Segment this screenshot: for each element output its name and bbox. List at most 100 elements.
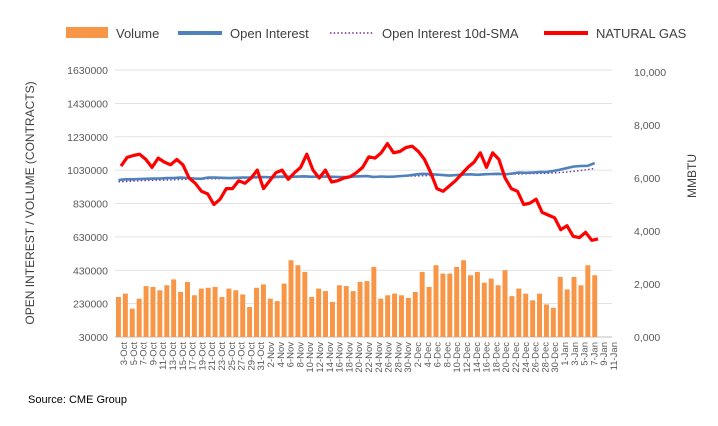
source-note: Source: CME Group — [28, 394, 128, 406]
volume-bar — [219, 296, 225, 337]
x-tick-label: 11-Jan — [609, 342, 620, 370]
x-tick-label: 9-Oct — [148, 342, 159, 366]
volume-bar — [205, 287, 211, 337]
volume-bar — [316, 288, 322, 337]
volume-bar — [274, 301, 280, 337]
volume-bar — [212, 286, 218, 337]
volume-bar — [509, 296, 515, 337]
x-tick-label: 2-Nov — [266, 342, 277, 368]
x-tick-label: 30-Dec — [550, 342, 561, 373]
volume-bar — [557, 276, 563, 337]
volume-bar — [385, 295, 391, 337]
x-tick-label: 14-Dec — [472, 342, 483, 373]
volume-bar — [343, 286, 349, 337]
volume-bar — [364, 281, 370, 337]
volume-bar — [281, 283, 287, 337]
volume-bar — [571, 276, 577, 337]
x-tick-label: 21-Oct — [207, 342, 218, 371]
x-tick-label: 24-Nov — [374, 342, 385, 373]
x-tick-label: 14-Nov — [325, 342, 336, 373]
x-tick-label: 23-Oct — [217, 342, 228, 371]
volume-bar — [226, 288, 232, 337]
x-tick-label: 6-Dec — [433, 342, 444, 368]
x-tick-label: 13-Oct — [168, 342, 179, 371]
gridlines — [115, 69, 612, 338]
volume-bar — [398, 295, 404, 337]
volume-bar — [461, 260, 467, 337]
x-tick-label: 22-Dec — [511, 342, 522, 373]
volume-bar — [329, 301, 335, 337]
volume-bar — [412, 291, 418, 337]
legend-entry: Open Interest 10d-SMA — [382, 26, 519, 41]
x-tick-label: 4-Nov — [276, 342, 287, 368]
volume-bar — [564, 289, 570, 337]
volume-bar — [254, 287, 259, 337]
volume-bar — [592, 275, 598, 337]
volume-bar — [295, 265, 301, 337]
x-tick-label: 15-Oct — [178, 342, 189, 371]
volume-bar — [302, 271, 308, 337]
x-tick-label: 16-Nov — [335, 342, 346, 373]
y-tick-label: 1030000 — [67, 165, 108, 177]
x-tick-label: 12-Dec — [462, 342, 473, 373]
volume-bar — [336, 285, 342, 337]
x-tick-label: 22-Nov — [364, 342, 375, 373]
x-tick-label: 25-Oct — [227, 342, 238, 371]
legend-swatch-volume — [66, 27, 108, 38]
legend: Volume Open Interest Open Interest 10d-SMA… — [66, 26, 687, 41]
volume-bar — [516, 288, 522, 337]
x-tick-label: 7-Jan — [589, 342, 600, 366]
y2-tick-label: 6,000 — [634, 173, 660, 185]
volume-bar — [502, 270, 508, 337]
volume-bar — [267, 298, 273, 337]
volume-bar — [191, 295, 197, 337]
volume-bar — [474, 271, 480, 337]
right-axis-ticks: 10,000 8,000 6,000 4,000 2,000 0,000 — [634, 67, 666, 344]
volume-bar — [433, 265, 439, 337]
x-tick-label: 6-Nov — [286, 342, 297, 368]
y-tick-label: 430000 — [73, 265, 108, 277]
x-tick-label: 18-Dec — [491, 342, 502, 373]
volume-bar — [495, 285, 501, 337]
legend-entry: Volume — [116, 26, 159, 41]
volume-bar — [122, 293, 128, 337]
x-tick-label: 24-Dec — [521, 342, 532, 373]
x-tick-label: 26-Dec — [531, 342, 542, 373]
x-tick-label: 1-Jan — [560, 342, 571, 366]
volume-bar — [143, 286, 149, 337]
legend-entry: Open Interest — [230, 26, 309, 41]
volume-bar — [550, 307, 556, 337]
volume-bar — [405, 297, 411, 337]
x-tick-label: 2-Dec — [413, 342, 424, 368]
y2-tick-label: 10,000 — [634, 67, 666, 79]
volume-bar — [578, 285, 584, 337]
volume-bar — [585, 265, 591, 337]
volume-bar — [543, 304, 549, 337]
y-tick-label: 30000 — [79, 332, 108, 344]
legend-entry: NATURAL GAS — [596, 26, 687, 41]
x-tick-label: 5-Jan — [580, 342, 591, 366]
volume-bar — [454, 266, 460, 337]
volume-bar — [260, 284, 266, 337]
volume-bar — [157, 290, 163, 337]
volume-bar — [240, 294, 246, 337]
y-tick-label: 630000 — [73, 232, 108, 244]
volume-bar — [115, 296, 121, 337]
x-tick-label: 11-Oct — [158, 342, 169, 370]
volume-bar — [184, 281, 190, 337]
x-tick-label: 17-Oct — [188, 342, 199, 371]
x-tick-label: 18-Nov — [344, 342, 355, 373]
x-tick-label: 28-Dec — [540, 342, 551, 373]
x-tick-label: 20-Dec — [501, 342, 512, 373]
volume-bar — [378, 298, 384, 337]
volume-bar — [419, 271, 425, 337]
volume-bar — [309, 296, 315, 337]
y2-tick-label: 2,000 — [634, 279, 660, 291]
x-tick-label: 10-Nov — [305, 342, 316, 373]
series-lines — [118, 142, 599, 242]
y2-tick-label: 0,000 — [634, 332, 660, 344]
volume-bar — [481, 282, 487, 337]
volume-bar — [426, 286, 432, 337]
x-tick-label: 4-Dec — [423, 342, 434, 368]
